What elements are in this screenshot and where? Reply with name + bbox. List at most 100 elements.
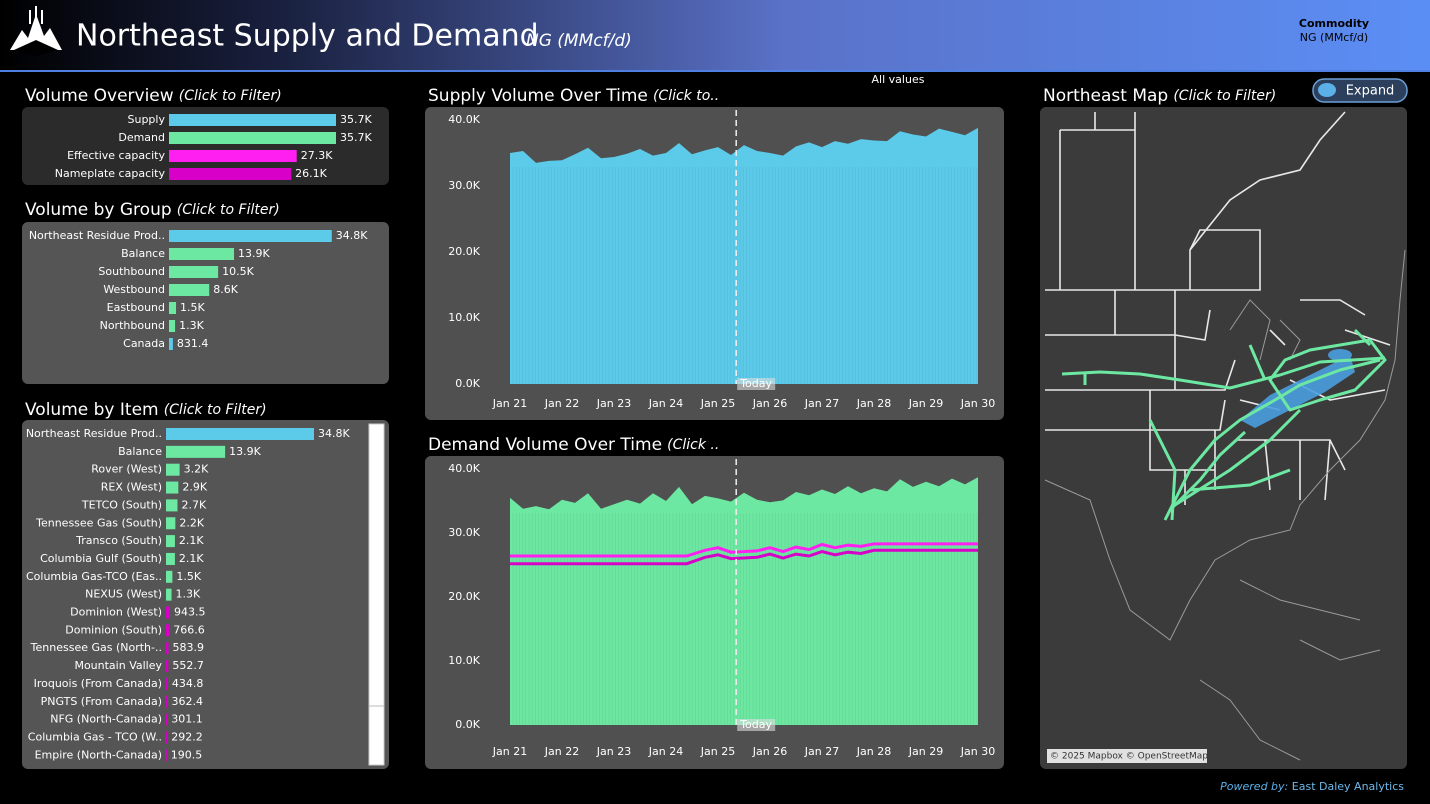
bar[interactable] xyxy=(169,132,336,144)
bar-value: 1.3K xyxy=(179,319,204,332)
bar-value: 3.2K xyxy=(184,463,209,476)
footer-prefix: Powered by: xyxy=(1220,780,1288,793)
bar-value: 13.9K xyxy=(229,445,261,458)
bar-label: Northbound xyxy=(100,319,165,332)
bar[interactable] xyxy=(166,749,167,762)
panel-title-text: Supply Volume Over Time xyxy=(428,86,648,106)
bar-label: Dominion (South) xyxy=(65,623,162,636)
bar[interactable] xyxy=(166,695,168,708)
panel-title: Volume by Item (Click to Filter) xyxy=(25,400,267,421)
map-title-text: Northeast Map xyxy=(1043,86,1168,106)
panel-hint: (Click to.. xyxy=(653,88,719,104)
area[interactable] xyxy=(510,127,978,385)
expand-label[interactable]: Expand xyxy=(1346,84,1395,99)
bar[interactable] xyxy=(166,642,169,655)
bar-value: 2.7K xyxy=(181,498,206,511)
bar[interactable] xyxy=(169,302,177,314)
bar[interactable] xyxy=(166,624,170,637)
line[interactable] xyxy=(510,542,978,558)
bar[interactable] xyxy=(166,606,171,619)
bar-value: 766.6 xyxy=(173,623,205,636)
line[interactable] xyxy=(510,548,978,566)
bar-label: Dominion (West) xyxy=(70,606,162,619)
bar[interactable] xyxy=(166,481,179,494)
map-hint: (Click to Filter) xyxy=(1173,88,1276,104)
filter-value[interactable]: NG (MMcf/d) xyxy=(1300,31,1368,44)
map-attribution: © 2025 Mapbox © OpenStreetMap xyxy=(1050,752,1208,762)
today-label-bg xyxy=(737,719,776,731)
bar[interactable] xyxy=(169,248,235,260)
bar[interactable] xyxy=(169,150,297,162)
bar[interactable] xyxy=(169,338,173,350)
bar-label: NEXUS (West) xyxy=(85,588,162,601)
all-values: All values xyxy=(872,73,925,86)
bar[interactable] xyxy=(169,284,210,296)
y-tick-label: 30.0K xyxy=(448,526,480,539)
bar-value: 583.9 xyxy=(172,641,204,654)
y-tick-label: 0.0K xyxy=(455,718,480,731)
today-label: Today xyxy=(739,377,772,390)
bar-value: 34.8K xyxy=(336,229,368,242)
bar[interactable] xyxy=(169,114,336,126)
filter-label: Commodity xyxy=(1299,17,1369,30)
bar[interactable] xyxy=(166,713,168,726)
bar-label: Canada xyxy=(123,337,165,350)
bar-label: Eastbound xyxy=(107,301,165,314)
panel-title-text: Volume by Group xyxy=(25,200,172,220)
bar-label: Northeast Residue Prod.. xyxy=(29,229,165,242)
bar-value: 2.2K xyxy=(179,516,204,529)
header-rule xyxy=(0,70,1430,72)
x-tick-label: Jan 21 xyxy=(492,745,527,758)
scrollbar-track xyxy=(368,423,385,766)
bar[interactable] xyxy=(166,428,314,440)
x-tick-label: Jan 21 xyxy=(492,397,527,410)
bar-label: Iroquois (From Canada) xyxy=(34,677,162,690)
bar-label: Southbound xyxy=(98,265,165,278)
bar[interactable] xyxy=(166,463,180,476)
bar-label: Nameplate capacity xyxy=(55,167,166,180)
bar[interactable] xyxy=(166,588,172,601)
bar-value: 301.1 xyxy=(171,713,203,726)
y-tick-label: 10.0K xyxy=(448,311,480,324)
bar[interactable] xyxy=(166,445,226,458)
bar[interactable] xyxy=(169,168,292,180)
bar-label: Balance xyxy=(121,247,165,260)
panel-hint: (Click to Filter) xyxy=(177,202,280,218)
panel xyxy=(22,222,389,384)
bar-label: Demand xyxy=(118,131,165,144)
bar-value: 434.8 xyxy=(172,677,204,690)
bar[interactable] xyxy=(169,230,332,242)
y-tick-label: 40.0K xyxy=(448,462,480,475)
expand-button[interactable]: Expand xyxy=(1312,78,1408,103)
bar[interactable] xyxy=(166,677,168,690)
bar[interactable] xyxy=(166,499,178,512)
bar-value: 1.5K xyxy=(176,570,201,583)
bar[interactable] xyxy=(166,660,169,673)
area[interactable] xyxy=(510,477,978,725)
bar[interactable] xyxy=(166,731,168,744)
bar-value: 190.5 xyxy=(171,748,203,761)
bar[interactable] xyxy=(166,535,175,548)
map[interactable]: © 2025 Mapbox © OpenStreetMap xyxy=(1040,107,1407,769)
footer: Powered by: East Daley Analytics xyxy=(1220,780,1404,793)
bar[interactable] xyxy=(169,266,219,278)
bar-value: 13.9K xyxy=(238,247,270,260)
y-tick-label: 20.0K xyxy=(448,245,480,258)
bar-label: Columbia Gas - TCO (W.. xyxy=(28,730,162,743)
bar-value: 831.4 xyxy=(177,337,209,350)
x-tick-label: Jan 22 xyxy=(544,745,579,758)
bar[interactable] xyxy=(166,517,176,530)
bar-label: Tennessee Gas (South) xyxy=(35,516,162,529)
bar-value: 1.3K xyxy=(176,588,201,601)
bar-label: Northeast Residue Prod.. xyxy=(26,427,162,440)
bar-value: 26.1K xyxy=(295,167,327,180)
bar[interactable] xyxy=(169,320,176,332)
y-tick-label: 0.0K xyxy=(455,377,480,390)
panel-title: Demand Volume Over Time (Click .. xyxy=(428,435,719,456)
bar-label: Balance xyxy=(118,445,162,458)
bar[interactable] xyxy=(166,552,175,565)
bar-value: 1.5K xyxy=(180,301,205,314)
bar[interactable] xyxy=(166,570,173,583)
bar-value: 35.7K xyxy=(340,113,372,126)
